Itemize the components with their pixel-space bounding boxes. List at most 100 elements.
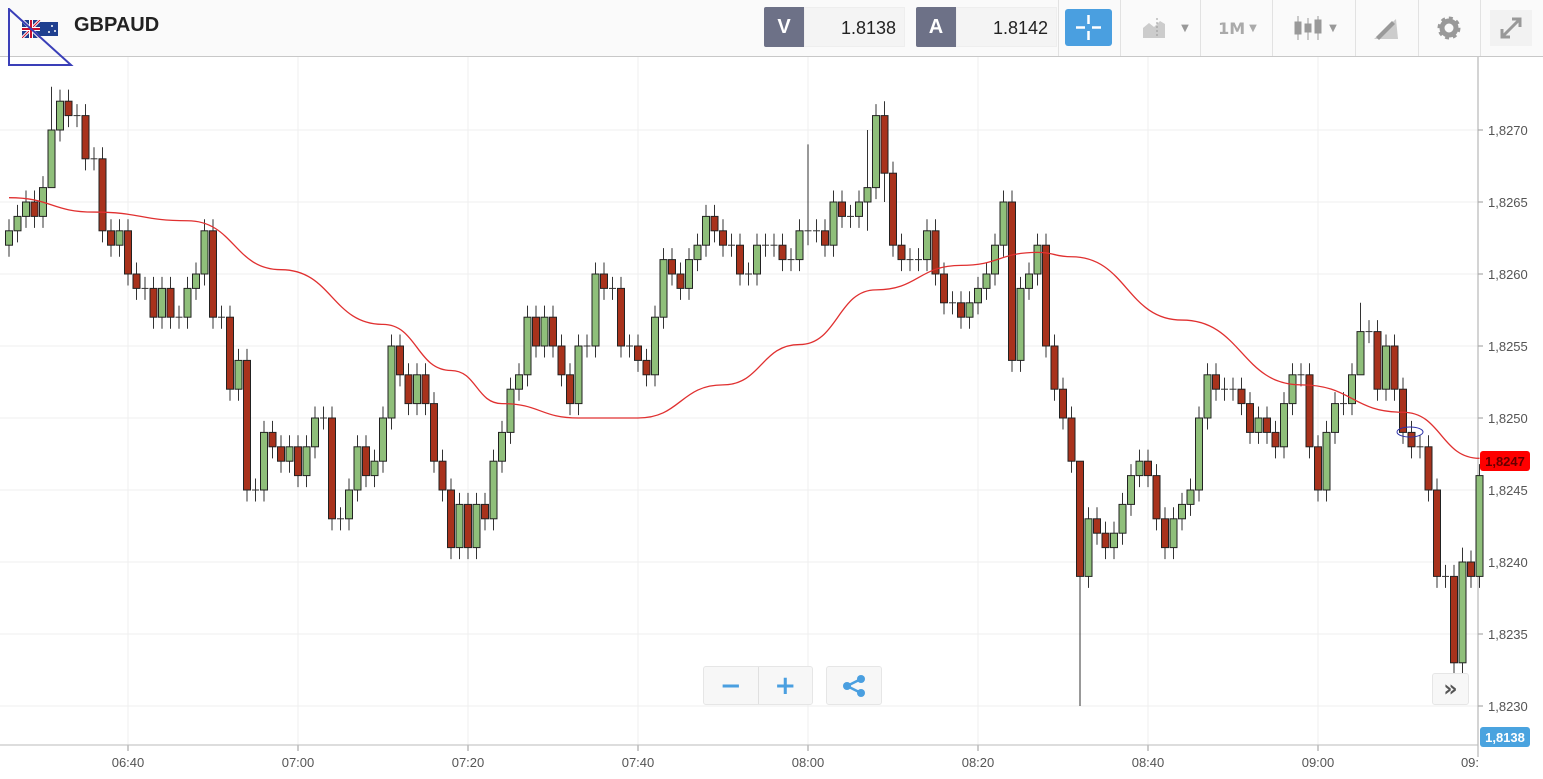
toolbar: GBPAUD V 1.8138 A 1.8142 ▼ 1M ▼ ▼: [0, 0, 1543, 66]
symbol-title: GBPAUD: [74, 14, 160, 36]
candle-down: [736, 244, 744, 275]
candle-down: [64, 100, 73, 117]
x-axis-label: 08:00: [792, 755, 825, 770]
y-axis-label: 1,8270: [1488, 123, 1528, 138]
area-chart-icon: [1143, 18, 1166, 38]
candle-down: [1433, 489, 1441, 577]
candle-down: [719, 230, 727, 246]
candle-down: [1050, 345, 1059, 390]
candle-up: [965, 302, 974, 318]
fullscreen-button[interactable]: [1490, 10, 1532, 46]
candle-down: [940, 273, 948, 304]
x-axis-label: 08:40: [1132, 755, 1165, 770]
zoom-in-button[interactable]: +: [774, 670, 797, 701]
x-axis-label: 07:40: [622, 755, 655, 770]
candle-up: [693, 244, 702, 261]
candle-up: [1118, 503, 1127, 534]
sell-price[interactable]: 1.8138: [804, 7, 905, 47]
candle-up: [455, 503, 464, 549]
candle-down: [132, 273, 141, 289]
candle-down: [600, 273, 608, 289]
candle-down: [1059, 388, 1067, 419]
ma-price-tag: [1480, 451, 1530, 471]
buy-price[interactable]: 1.8142: [956, 7, 1057, 47]
candle-up: [1348, 374, 1356, 405]
candle-down: [438, 460, 447, 491]
chart-type-button[interactable]: ▼: [1135, 10, 1195, 46]
candle-down: [277, 446, 285, 462]
crosshair-button[interactable]: [1065, 9, 1112, 46]
candle-up: [379, 417, 387, 462]
gear-icon: [1437, 16, 1461, 40]
candle-down: [617, 287, 625, 347]
candle-down: [821, 230, 829, 246]
candle-up: [192, 273, 200, 289]
candle-down: [1246, 403, 1254, 433]
candle-down: [1467, 561, 1475, 577]
price-chart[interactable]: 1,8270 1,8265 1,8260 1,8255 1,8250 1,8245 1,82…: [0, 57, 1543, 779]
scroll-to-latest-button[interactable]: »: [1432, 673, 1469, 705]
candle-style-button[interactable]: ▼: [1285, 10, 1345, 46]
candle-down: [430, 403, 438, 462]
candle-up: [523, 316, 532, 376]
candle-down: [1314, 446, 1322, 491]
candle-up: [353, 446, 362, 491]
share-button[interactable]: [826, 666, 882, 705]
candle-up: [260, 431, 268, 491]
candle-down: [226, 316, 234, 390]
candle-up: [999, 201, 1008, 246]
candle-up: [13, 215, 22, 232]
candle-down: [1042, 244, 1050, 347]
candle-up: [413, 374, 421, 405]
candle-down: [268, 431, 277, 448]
candlestick-icon: [1294, 16, 1322, 40]
candle-up: [200, 230, 209, 275]
candle-down: [549, 316, 557, 347]
candle-down: [421, 374, 430, 405]
candle-up: [855, 201, 863, 217]
y-axis-label: 1,8260: [1488, 267, 1528, 282]
candle-down: [1144, 460, 1152, 477]
candle-down: [396, 345, 404, 376]
candle-up: [685, 259, 693, 289]
sell-label[interactable]: V: [764, 7, 804, 47]
candle-down: [447, 489, 455, 549]
x-axis-label: 06:40: [112, 755, 145, 770]
candle-down: [1390, 345, 1399, 390]
candle-up: [591, 273, 600, 347]
candle-up: [659, 259, 668, 318]
candle-up: [1280, 403, 1288, 448]
y-axis-label: 1,8245: [1488, 483, 1528, 498]
y-axis-label: 1,8240: [1488, 555, 1528, 570]
timeframe-button[interactable]: 1M ▼: [1210, 10, 1265, 46]
candle-up: [1127, 475, 1135, 505]
drawing-tools-button[interactable]: [1365, 10, 1407, 46]
candle-up: [302, 446, 311, 477]
candle-down: [481, 503, 489, 520]
share-icon: [843, 674, 865, 697]
candle-down: [957, 302, 965, 318]
candle-up: [1322, 431, 1331, 491]
candle-down: [642, 359, 651, 376]
candle-up: [387, 345, 396, 419]
zoom-out-button[interactable]: −: [704, 667, 759, 704]
candle-down: [81, 115, 90, 160]
candle-up: [311, 417, 319, 448]
candle-down: [294, 446, 302, 477]
candle-down: [1237, 388, 1246, 405]
chevron-down-icon: ▼: [1249, 22, 1257, 34]
candle-down: [1305, 374, 1314, 448]
candle-up: [923, 230, 931, 261]
candle-down: [1399, 388, 1407, 433]
candle-up: [1195, 417, 1203, 491]
candle-up: [753, 244, 761, 275]
candle-up: [863, 187, 872, 203]
buy-label[interactable]: A: [916, 7, 956, 47]
candle-down: [30, 201, 39, 217]
candle-down: [107, 230, 115, 246]
ma-price-tag-text: 1,8247: [1485, 454, 1525, 469]
candle-down: [889, 172, 897, 246]
settings-button[interactable]: [1428, 10, 1470, 46]
timeframe-label: 1M: [1218, 18, 1246, 38]
current-price-tag: [1480, 727, 1530, 747]
